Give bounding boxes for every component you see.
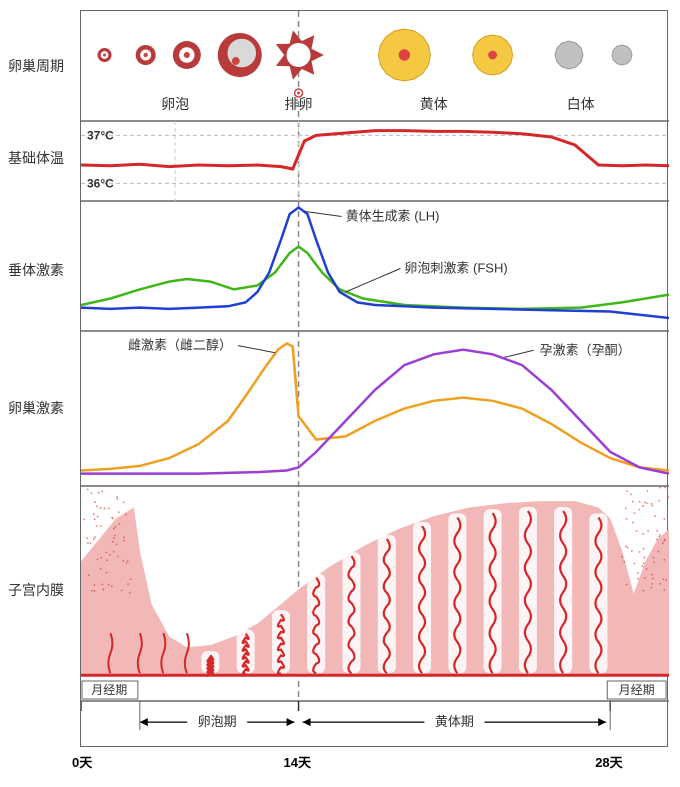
- svg-text:37°C: 37°C: [87, 128, 114, 142]
- label-ovarian-cycle: 卵巢周期: [8, 56, 76, 76]
- label-pituitary: 垂体激素: [8, 260, 76, 280]
- menstrual-cycle-diagram: 卵巢周期 基础体温 垂体激素 卵巢激素 子宫内膜 卵泡 排卵 黄体 白体 37°C 36°…: [0, 0, 680, 787]
- day-14: 14天: [284, 752, 311, 771]
- diagram-svg: 卵泡 排卵 黄体 白体 37°C 36°C 黄体生成素 (LH) 卵泡刺激素 (FSH) 雌激素…: [81, 11, 669, 748]
- svg-text:孕激素（孕酮）: 孕激素（孕酮）: [540, 342, 631, 357]
- svg-text:卵泡刺激素 (FSH): 卵泡刺激素 (FSH): [404, 261, 507, 276]
- day-0: 0天: [72, 752, 92, 771]
- svg-text:卵泡期: 卵泡期: [198, 714, 237, 729]
- svg-text:卵泡: 卵泡: [161, 96, 189, 112]
- svg-text:白体: 白体: [567, 96, 595, 112]
- svg-text:月经期: 月经期: [619, 683, 655, 697]
- svg-text:排卵: 排卵: [285, 96, 313, 112]
- svg-text:黄体期: 黄体期: [435, 714, 474, 729]
- label-bbt: 基础体温: [8, 148, 76, 168]
- chart-area: 卵泡 排卵 黄体 白体 37°C 36°C 黄体生成素 (LH) 卵泡刺激素 (FSH) 雌激素…: [80, 10, 668, 747]
- label-ovarian-hormones: 卵巢激素: [8, 398, 76, 418]
- svg-text:雌激素（雌二醇）: 雌激素（雌二醇）: [128, 338, 232, 353]
- day-28: 28天: [595, 752, 622, 771]
- svg-text:黄体生成素 (LH): 黄体生成素 (LH): [346, 209, 440, 224]
- svg-text:月经期: 月经期: [91, 683, 127, 697]
- label-endometrium: 子宫内膜: [8, 580, 76, 600]
- svg-text:36°C: 36°C: [87, 176, 114, 190]
- svg-text:黄体: 黄体: [420, 96, 448, 112]
